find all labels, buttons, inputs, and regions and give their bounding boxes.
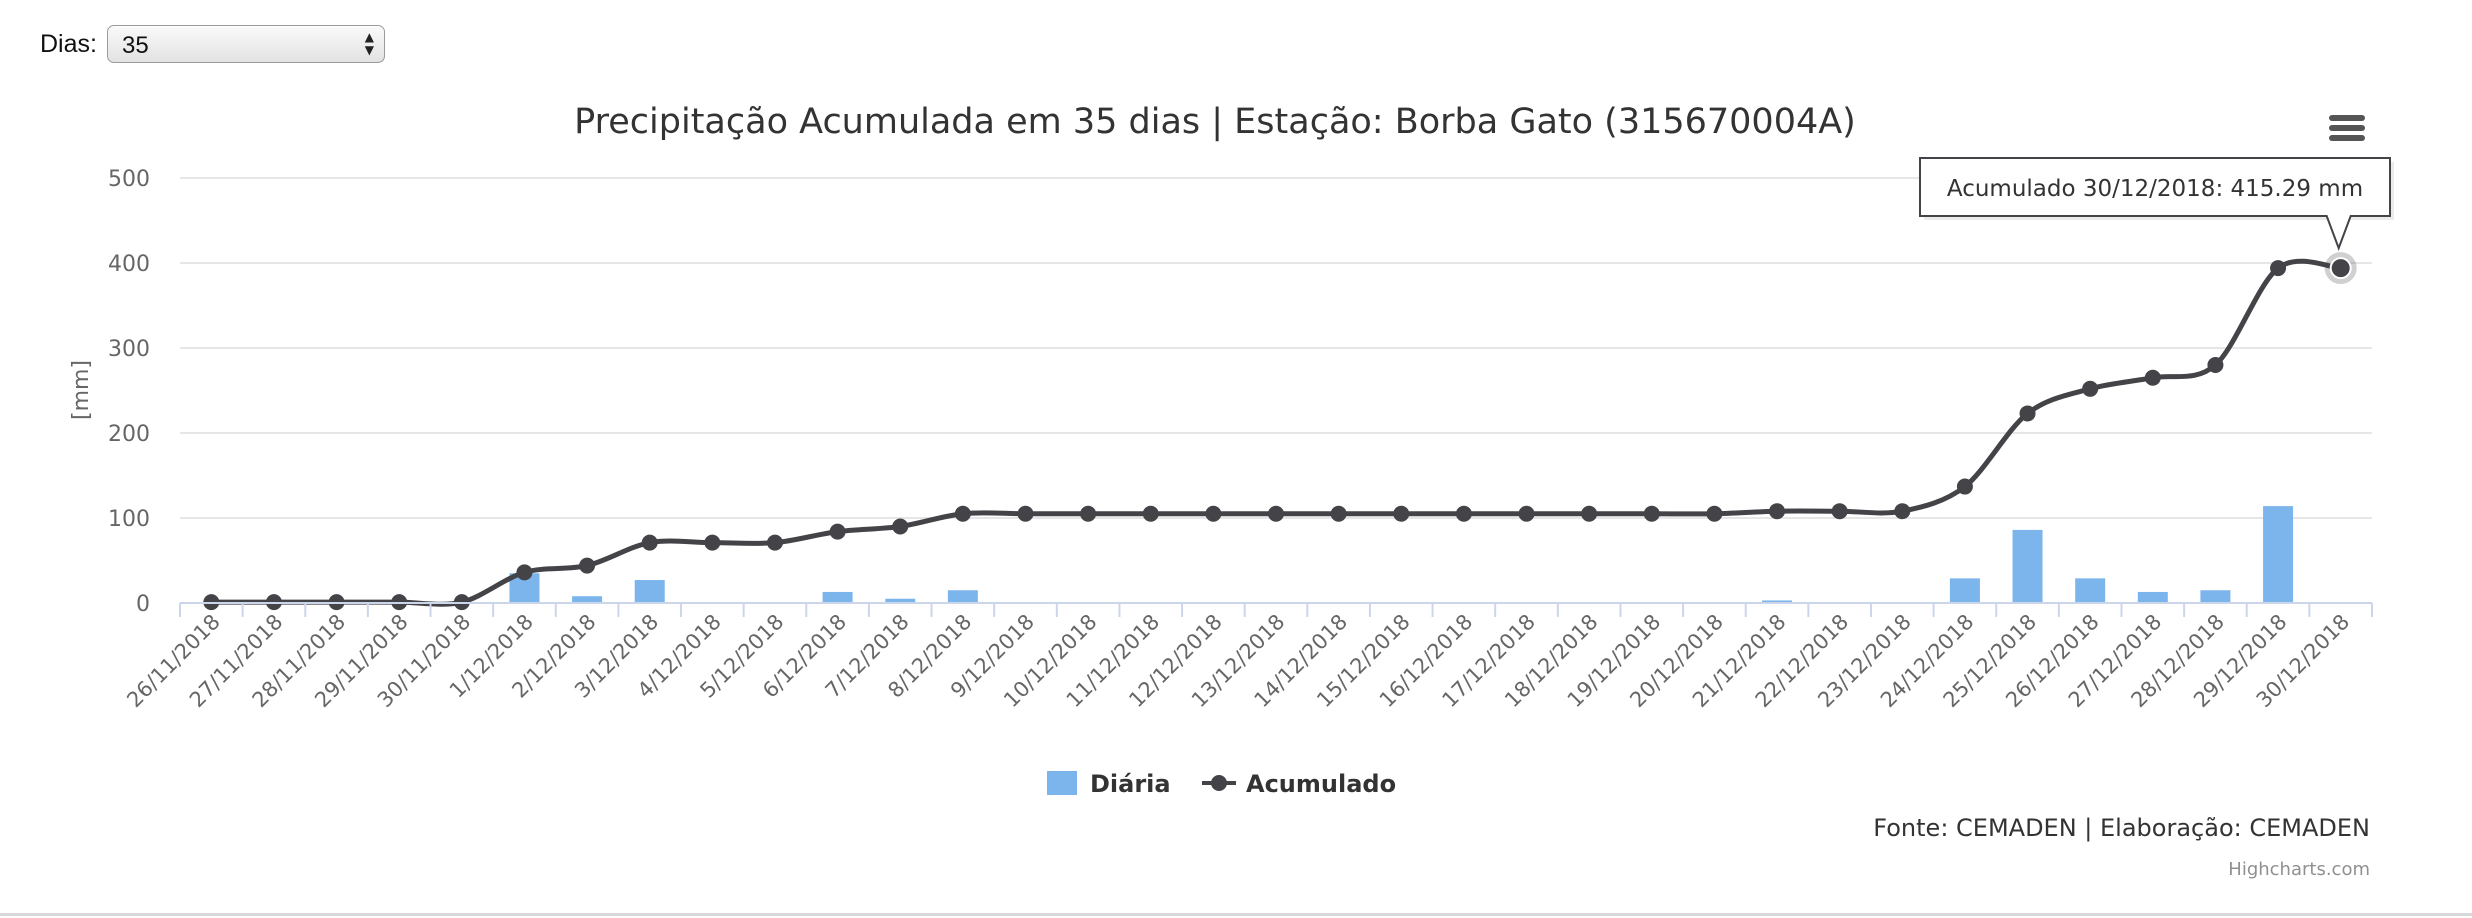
accumulated-point (892, 518, 909, 535)
days-select-value: 35 (121, 32, 149, 59)
accumulated-point (1330, 505, 1347, 522)
daily-bar (885, 598, 916, 603)
legend-item-diaria: Diária (1090, 770, 1171, 798)
daily-bar (2075, 578, 2106, 603)
accumulated-point (2082, 380, 2099, 397)
y-tick-label: 300 (108, 337, 150, 362)
daily-bar (2200, 590, 2231, 603)
accumulated-point (704, 534, 721, 551)
accumulated-point (1393, 505, 1410, 522)
accumulated-point (579, 557, 596, 574)
accumulated-point (1518, 505, 1535, 522)
daily-bar (572, 596, 603, 603)
hamburger-icon-line (2329, 125, 2365, 131)
daily-bars (509, 506, 2294, 603)
tooltip: Acumulado 30/12/2018: 415.29 mm (1919, 157, 2394, 251)
daily-bar (1949, 578, 1980, 603)
x-axis-tick-labels: 26/11/201827/11/201828/11/201829/11/2018… (122, 610, 2354, 713)
accumulated-point (2019, 405, 2036, 422)
x-axis (179, 602, 2373, 617)
accumulated-point (2144, 369, 2161, 386)
accumulated-point (1956, 478, 1973, 495)
days-select[interactable]: 35 ▲ ▼ (106, 25, 385, 63)
accumulated-point (2329, 257, 2352, 280)
grid-lines (180, 177, 2372, 519)
bottom-divider (0, 913, 2472, 916)
y-tick-label: 0 (136, 592, 150, 617)
accumulated-point (1643, 505, 1660, 522)
accumulated-point (1831, 503, 1848, 520)
accumulated-point (2270, 260, 2287, 277)
accumulated-point (766, 534, 783, 551)
daily-bar (2012, 529, 2043, 603)
accumulated-point (1080, 505, 1097, 522)
accumulated-point (1706, 505, 1723, 522)
daily-bar (634, 580, 665, 603)
legend-item-acumulado: Acumulado (1246, 770, 1396, 798)
select-arrows-icon: ▲ ▼ (364, 30, 374, 57)
y-axis-label: [mm] (69, 360, 94, 420)
accumulated-point (1455, 505, 1472, 522)
y-axis-ticks: 0 100 200 300 400 500 (108, 167, 150, 617)
y-tick-label: 200 (108, 422, 150, 447)
accumulated-point (1142, 505, 1159, 522)
tooltip-text: Acumulado 30/12/2018: 415.29 mm (1947, 176, 2363, 202)
accumulated-point (1894, 503, 1911, 520)
y-tick-label: 100 (108, 507, 150, 532)
hamburger-icon-line (2329, 135, 2365, 141)
accumulated-point (954, 505, 971, 522)
accumulated-point (1017, 505, 1034, 522)
accumulated-point (1205, 505, 1222, 522)
legend-point-swatch (1211, 775, 1227, 791)
accumulated-point (1769, 503, 1786, 520)
credits-link[interactable]: Highcharts.com (2228, 859, 2370, 880)
accumulated-point (829, 523, 846, 540)
legend-bar-swatch (1047, 771, 1077, 795)
chart-menu-button[interactable] (2326, 112, 2368, 148)
daily-bar (1762, 600, 1793, 603)
daily-bar (947, 590, 978, 603)
y-tick-label: 500 (108, 167, 150, 192)
accumulated-line (211, 258, 2341, 607)
tooltip-box (1919, 157, 2391, 251)
y-tick-label: 400 (108, 252, 150, 277)
daily-bar (2137, 591, 2168, 603)
days-label: Dias: (40, 29, 97, 58)
legend: Diária Acumulado (1047, 770, 1396, 798)
daily-bar (822, 591, 853, 603)
source-text: Fonte: CEMADEN | Elaboração: CEMADEN (1873, 814, 2370, 842)
accumulated-point (1268, 505, 1284, 522)
chart-title: Precipitação Acumulada em 35 dias | Esta… (574, 102, 1856, 142)
daily-bar (2263, 506, 2294, 603)
hamburger-icon (2329, 115, 2365, 121)
accumulated-point (1581, 505, 1598, 522)
accumulated-point (641, 534, 658, 551)
accumulated-point (2207, 357, 2224, 373)
days-control: Dias: 35 ▲ ▼ (40, 22, 385, 66)
accumulated-point (516, 564, 533, 581)
